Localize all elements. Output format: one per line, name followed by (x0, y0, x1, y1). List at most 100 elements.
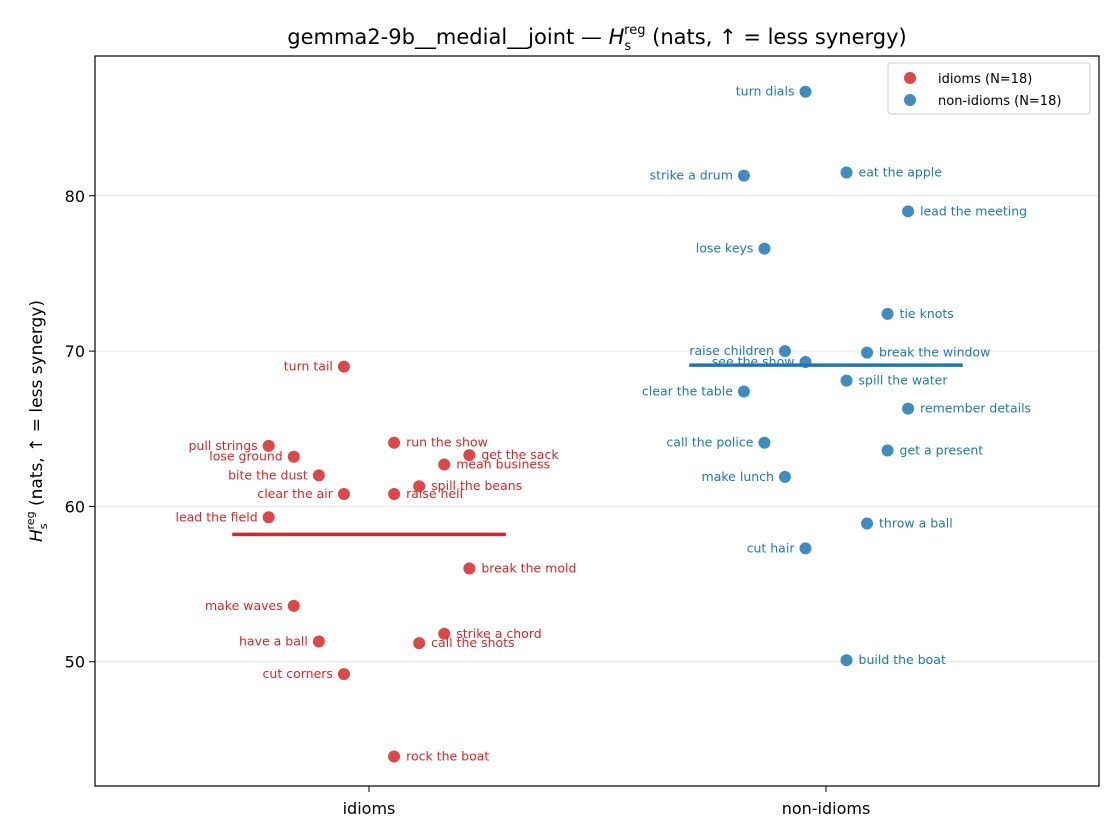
data-point-strike-a-chord (438, 627, 451, 640)
data-point-spill-the-beans (413, 480, 426, 493)
data-point-get-a-present (881, 444, 894, 457)
legend-box (887, 62, 1091, 115)
data-point-break-the-mold (463, 562, 476, 575)
data-label-raise-children: raise children (689, 343, 774, 358)
data-label-pull-strings: pull strings (189, 438, 258, 453)
data-point-turn-dials (799, 85, 812, 98)
x-tick-label-idioms: idioms (343, 799, 396, 818)
data-point-lose-ground (287, 450, 300, 463)
data-label-call-the-police: call the police (666, 435, 753, 450)
data-label-remember-details: remember details (920, 401, 1031, 416)
data-point-clear-the-air (337, 488, 350, 500)
y-tick-label-50: 50 (65, 653, 85, 672)
data-point-raise-children (778, 345, 791, 358)
data-points (262, 85, 915, 763)
data-label-bite-the-dust: bite the dust (228, 467, 308, 482)
y-axis-label: Hsreg (nats, ↑ = less synergy) (24, 300, 50, 542)
data-point-call-the-shots (413, 637, 426, 650)
data-label-strike-a-drum: strike a drum (650, 168, 733, 183)
data-label-see-the-show: see the show (712, 354, 795, 369)
legend-marker-idioms (904, 72, 916, 84)
data-label-cut-hair: cut hair (747, 540, 796, 555)
data-label-turn-tail: turn tail (284, 359, 333, 374)
title-sup: reg (624, 23, 645, 38)
data-label-break-the-mold: break the mold (481, 561, 576, 576)
data-label-lead-the-field: lead the field (175, 509, 257, 524)
data-label-make-waves: make waves (205, 598, 283, 613)
legend-label-idioms: idioms (N=18) (938, 72, 1032, 87)
data-label-clear-the-table: clear the table (642, 383, 733, 398)
ylabel-sup: reg (24, 511, 37, 529)
data-label-turn-dials: turn dials (736, 84, 795, 99)
chart-title: gemma2-9b__medial__joint — Hsreg (nats, … (287, 23, 906, 54)
data-point-pull-strings (262, 439, 275, 452)
data-point-run-the-show (388, 436, 401, 449)
y-tick-label-70: 70 (65, 342, 85, 361)
data-label-eat-the-apple: eat the apple (859, 164, 943, 179)
data-label-lead-the-meeting: lead the meeting (920, 203, 1027, 218)
data-label-make-lunch: make lunch (702, 469, 774, 484)
legend: idioms (N=18) non-idioms (N=18) (887, 62, 1091, 115)
data-point-mean-business (438, 458, 451, 471)
data-label-clear-the-air: clear the air (257, 486, 333, 501)
data-point-remember-details (902, 402, 915, 415)
data-label-get-the-sack: get the sack (481, 447, 559, 462)
data-point-raise-hell (388, 488, 401, 500)
title-sub: s (624, 39, 631, 54)
data-label-tie-knots: tie knots (900, 306, 954, 321)
data-point-clear-the-table (737, 385, 750, 398)
data-point-make-lunch (778, 470, 791, 483)
data-point-build-the-boat (840, 654, 853, 667)
data-point-break-the-window (861, 346, 874, 359)
title-tail: (nats, ↑ = less synergy) (645, 25, 906, 49)
data-label-lose-ground: lose ground (209, 449, 283, 464)
data-label-rock-the-boat: rock the boat (406, 748, 489, 763)
data-point-eat-the-apple (840, 166, 853, 179)
data-point-lose-keys (758, 242, 771, 255)
data-label-get-a-present: get a present (900, 443, 984, 458)
data-point-cut-hair (799, 542, 812, 555)
title-main: gemma2-9b__medial__joint — (287, 25, 608, 50)
y-tick-label-60: 60 (65, 497, 85, 516)
data-point-lead-the-field (262, 511, 275, 524)
data-point-see-the-show (799, 355, 812, 368)
data-point-get-the-sack (463, 449, 476, 462)
data-label-throw-a-ball: throw a ball (879, 516, 953, 531)
x-tick-label-non-idioms: non-idioms (782, 799, 871, 818)
data-label-strike-a-chord: strike a chord (456, 626, 541, 641)
data-label-run-the-show: run the show (406, 435, 488, 450)
data-point-cut-corners (337, 668, 350, 681)
y-tick-label-80: 80 (65, 187, 85, 206)
data-label-mean-business: mean business (456, 456, 550, 471)
data-point-make-waves (287, 599, 300, 612)
data-point-have-a-ball (312, 635, 325, 648)
data-label-have-a-ball: have a ball (239, 634, 308, 649)
data-label-spill-the-beans: spill the beans (431, 478, 522, 493)
legend-items: idioms (N=18) non-idioms (N=18) (904, 72, 1061, 109)
data-label-build-the-boat: build the boat (859, 652, 946, 667)
grid-lines (95, 195, 1099, 663)
data-label-raise-hell: raise hell (406, 486, 463, 501)
data-point-turn-tail (337, 360, 350, 373)
data-point-call-the-police (758, 436, 771, 449)
ylabel-sub: s (37, 523, 50, 529)
axes: 50 60 70 80 idioms non-idioms (65, 55, 1100, 818)
data-label-spill-the-water: spill the water (859, 373, 949, 388)
title-symbol: H (609, 25, 625, 49)
ylabel-tail: (nats, ↑ = less synergy) (27, 300, 47, 511)
data-point-throw-a-ball (861, 517, 874, 530)
data-label-call-the-shots: call the shots (431, 635, 514, 650)
mean-lines (232, 363, 963, 537)
plot-frame (94, 55, 1100, 787)
data-point-tie-knots (881, 307, 894, 320)
data-point-rock-the-boat (388, 750, 401, 763)
ylabel-symbol: H (27, 529, 47, 542)
data-point-spill-the-water (840, 374, 853, 387)
legend-marker-non-idioms (904, 94, 916, 106)
legend-label-non-idioms: non-idioms (N=18) (938, 94, 1061, 109)
data-point-lead-the-meeting (902, 205, 915, 218)
data-point-strike-a-drum (737, 169, 750, 182)
